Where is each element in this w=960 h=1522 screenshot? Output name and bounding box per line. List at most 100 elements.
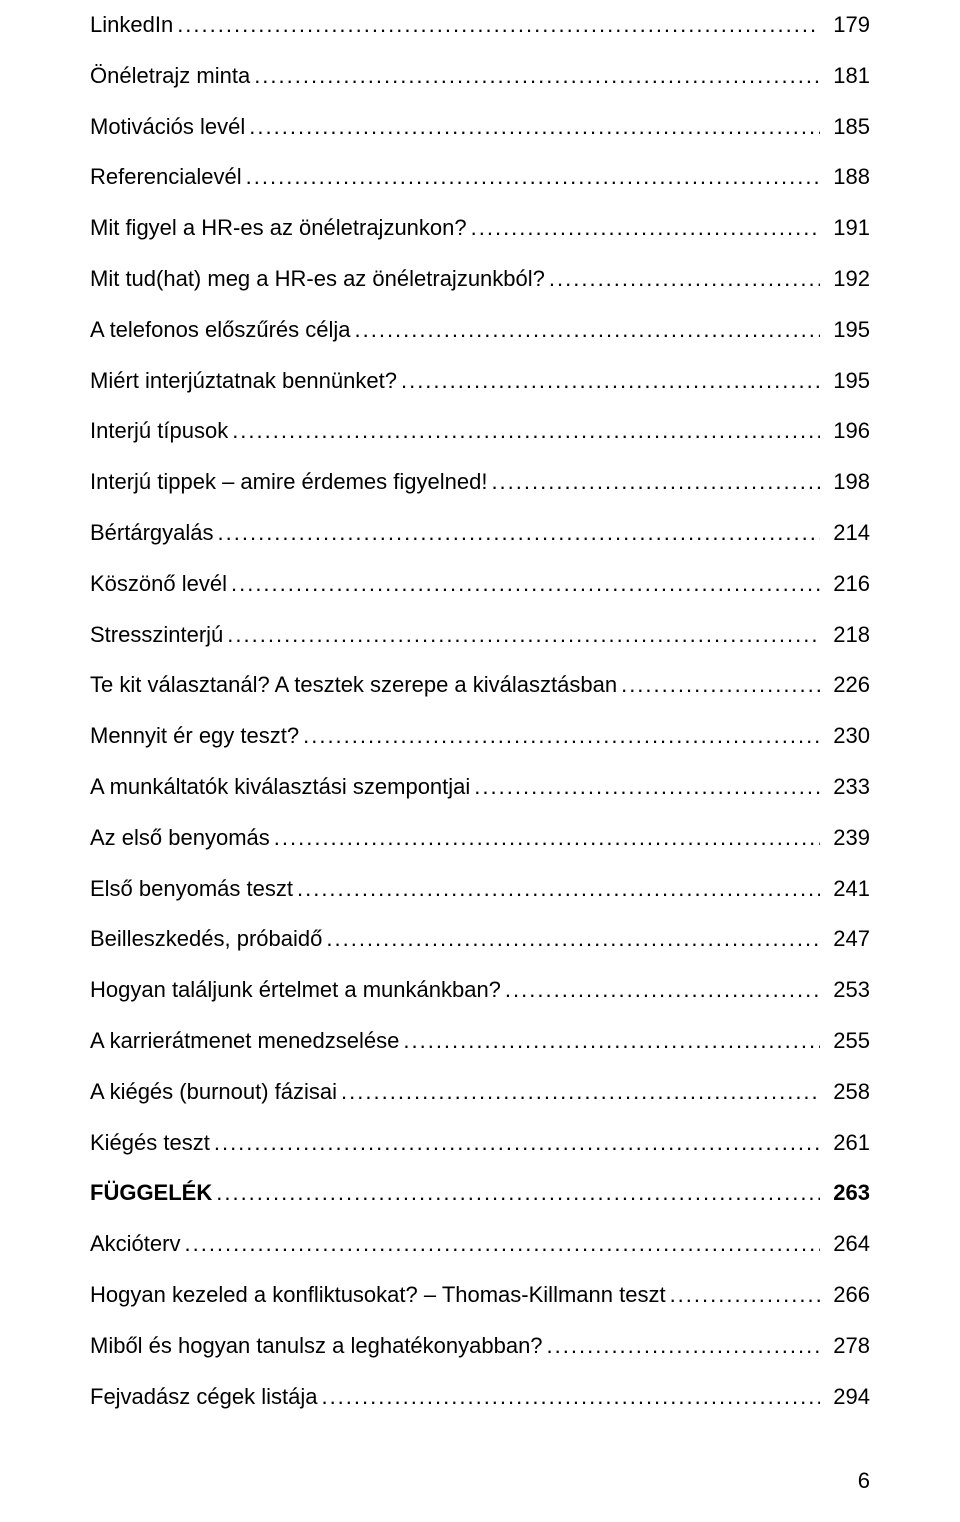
table-of-contents: LinkedIn................................…: [90, 10, 870, 1412]
toc-entry: Miért interjúztatnak bennünket?.........…: [90, 366, 870, 397]
toc-entry-page: 233: [820, 772, 870, 803]
toc-entry-title: A kiégés (burnout) fázisai: [90, 1077, 337, 1108]
toc-entry: Mit tud(hat) meg a HR-es az önéletrajzun…: [90, 264, 870, 295]
toc-entry-title: Fejvadász cégek listája: [90, 1382, 317, 1413]
toc-dot-leader: ........................................…: [227, 569, 820, 600]
toc-entry-title: Te kit választanál? A tesztek szerepe a …: [90, 670, 617, 701]
toc-entry-title: Bértárgyalás: [90, 518, 214, 549]
toc-entry-title: LinkedIn: [90, 10, 173, 41]
toc-entry: Stresszinterjú..........................…: [90, 620, 870, 651]
toc-entry: A telefonos előszűrés célja.............…: [90, 315, 870, 346]
toc-entry: Fejvadász cégek listája.................…: [90, 1382, 870, 1413]
toc-dot-leader: ........................................…: [293, 874, 820, 905]
toc-entry-page: 195: [820, 315, 870, 346]
toc-entry-title: Interjú típusok: [90, 416, 228, 447]
toc-entry: FÜGGELÉK................................…: [90, 1178, 870, 1209]
toc-entry-page: 253: [820, 975, 870, 1006]
toc-entry-page: 264: [820, 1229, 870, 1260]
toc-entry: Önéletrajz minta........................…: [90, 61, 870, 92]
toc-entry: Mit figyel a HR-es az önéletrajzunkon?..…: [90, 213, 870, 244]
toc-dot-leader: ........................................…: [337, 1077, 820, 1108]
toc-entry-title: Köszönő levél: [90, 569, 227, 600]
toc-entry: Referencialevél.........................…: [90, 162, 870, 193]
toc-entry-page: 181: [820, 61, 870, 92]
toc-dot-leader: ........................................…: [173, 10, 820, 41]
toc-entry-page: 255: [820, 1026, 870, 1057]
toc-entry: Te kit választanál? A tesztek szerepe a …: [90, 670, 870, 701]
toc-entry: A kiégés (burnout) fázisai..............…: [90, 1077, 870, 1108]
toc-entry-page: 192: [820, 264, 870, 295]
toc-entry: Beilleszkedés, próbaidő.................…: [90, 924, 870, 955]
toc-entry-title: Motivációs levél: [90, 112, 245, 143]
toc-entry-page: 188: [820, 162, 870, 193]
toc-entry-page: 261: [820, 1128, 870, 1159]
toc-entry-title: Mit tud(hat) meg a HR-es az önéletrajzun…: [90, 264, 545, 295]
toc-dot-leader: ........................................…: [501, 975, 820, 1006]
toc-entry-page: 239: [820, 823, 870, 854]
toc-dot-leader: ........................................…: [470, 772, 820, 803]
toc-dot-leader: ........................................…: [666, 1280, 820, 1311]
toc-entry-page: 263: [820, 1178, 870, 1209]
toc-dot-leader: ........................................…: [180, 1229, 820, 1260]
toc-dot-leader: ........................................…: [617, 670, 820, 701]
toc-entry-page: 198: [820, 467, 870, 498]
toc-entry: Akcióterv...............................…: [90, 1229, 870, 1260]
toc-entry-title: Beilleszkedés, próbaidő: [90, 924, 322, 955]
toc-entry-title: Hogyan kezeled a konfliktusokat? – Thoma…: [90, 1280, 666, 1311]
toc-dot-leader: ........................................…: [270, 823, 820, 854]
toc-entry: Kiégés teszt............................…: [90, 1128, 870, 1159]
toc-entry-page: 218: [820, 620, 870, 651]
toc-dot-leader: ........................................…: [242, 162, 820, 193]
toc-entry: A karrierátmenet menedzselése...........…: [90, 1026, 870, 1057]
toc-entry-title: Akcióterv: [90, 1229, 180, 1260]
toc-entry-title: Mennyit ér egy teszt?: [90, 721, 299, 752]
toc-entry: A munkáltatók kiválasztási szempontjai..…: [90, 772, 870, 803]
toc-dot-leader: ........................................…: [545, 264, 820, 295]
toc-dot-leader: ........................................…: [543, 1331, 820, 1362]
toc-entry-page: 196: [820, 416, 870, 447]
toc-entry: LinkedIn................................…: [90, 10, 870, 41]
toc-dot-leader: ........................................…: [487, 467, 820, 498]
toc-entry-title: Kiégés teszt: [90, 1128, 210, 1159]
toc-entry: Hogyan kezeled a konfliktusokat? – Thoma…: [90, 1280, 870, 1311]
toc-entry-page: 247: [820, 924, 870, 955]
toc-dot-leader: ........................................…: [228, 416, 820, 447]
toc-entry: Miből és hogyan tanulsz a leghatékonyabb…: [90, 1331, 870, 1362]
toc-dot-leader: ........................................…: [210, 1128, 820, 1159]
toc-entry-page: 179: [820, 10, 870, 41]
toc-entry-title: Önéletrajz minta: [90, 61, 250, 92]
toc-entry-title: Első benyomás teszt: [90, 874, 293, 905]
toc-dot-leader: ........................................…: [299, 721, 820, 752]
toc-entry-page: 226: [820, 670, 870, 701]
toc-entry-page: 195: [820, 366, 870, 397]
toc-dot-leader: ........................................…: [223, 620, 820, 651]
toc-dot-leader: ........................................…: [467, 213, 820, 244]
toc-entry-title: A karrierátmenet menedzselése: [90, 1026, 399, 1057]
toc-entry-title: Stresszinterjú: [90, 620, 223, 651]
toc-entry: Első benyomás teszt.....................…: [90, 874, 870, 905]
toc-dot-leader: ........................................…: [399, 1026, 820, 1057]
toc-entry-page: 214: [820, 518, 870, 549]
toc-entry: Mennyit ér egy teszt?...................…: [90, 721, 870, 752]
toc-dot-leader: ........................................…: [245, 112, 820, 143]
toc-dot-leader: ........................................…: [214, 518, 820, 549]
toc-entry-title: Miből és hogyan tanulsz a leghatékonyabb…: [90, 1331, 543, 1362]
toc-dot-leader: ........................................…: [397, 366, 820, 397]
toc-entry-page: 216: [820, 569, 870, 600]
toc-entry-page: 185: [820, 112, 870, 143]
toc-entry-title: A munkáltatók kiválasztási szempontjai: [90, 772, 470, 803]
toc-dot-leader: ........................................…: [351, 315, 821, 346]
toc-entry-title: Az első benyomás: [90, 823, 270, 854]
toc-entry-page: 230: [820, 721, 870, 752]
toc-entry: Motivációs levél........................…: [90, 112, 870, 143]
toc-entry-page: 266: [820, 1280, 870, 1311]
toc-entry-title: Hogyan találjunk értelmet a munkánkban?: [90, 975, 501, 1006]
toc-entry: Bértárgyalás............................…: [90, 518, 870, 549]
toc-entry-title: A telefonos előszűrés célja: [90, 315, 351, 346]
toc-entry-title: Referencialevél: [90, 162, 242, 193]
toc-dot-leader: ........................................…: [212, 1178, 820, 1209]
toc-dot-leader: ........................................…: [250, 61, 820, 92]
page-number: 6: [858, 1468, 870, 1494]
toc-entry: Köszönő levél...........................…: [90, 569, 870, 600]
toc-entry-page: 191: [820, 213, 870, 244]
